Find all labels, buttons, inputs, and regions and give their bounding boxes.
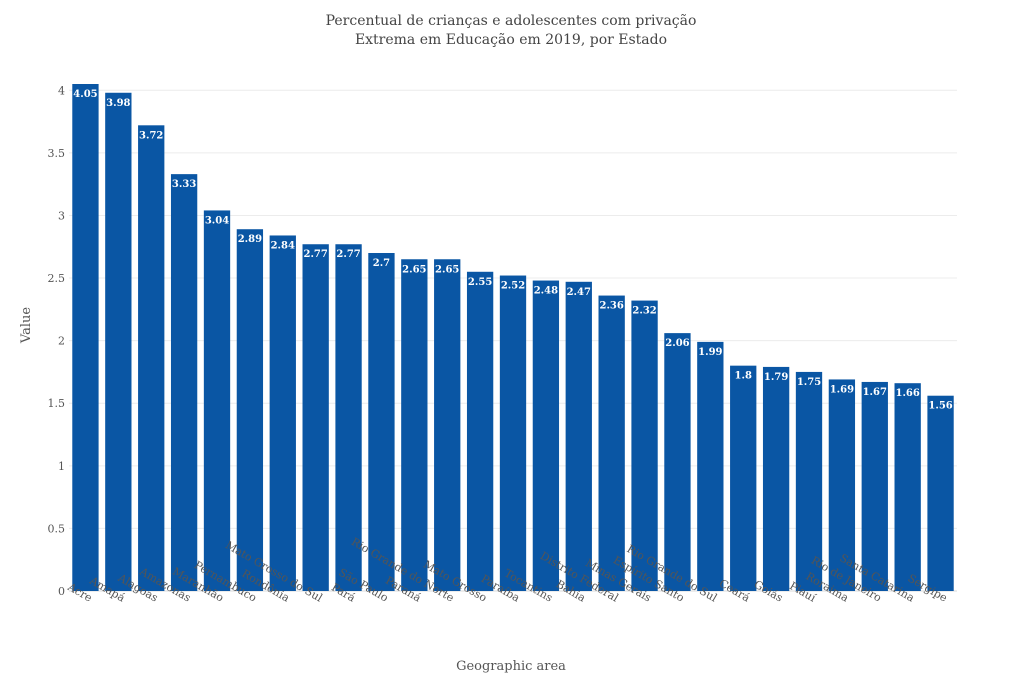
bar-value-label: 2.77 (303, 249, 327, 260)
bar-value-label: 3.04 (205, 215, 229, 226)
bar-value-label: 2.06 (665, 338, 689, 349)
y-tick-labels: 0 0.5 1 1.5 2 2.5 3 3.5 4 (48, 84, 66, 598)
bar (269, 235, 296, 592)
bar (302, 244, 329, 591)
y-tick-label: 3 (58, 209, 65, 222)
bar (730, 365, 757, 591)
bar-value-label: 1.67 (863, 387, 887, 398)
chart-title-line-2: Extrema em Educação em 2019, por Estado (355, 32, 667, 48)
bar (861, 381, 888, 591)
bar (335, 244, 362, 591)
x-axis-title: Geographic area (456, 659, 566, 674)
bar (434, 259, 461, 591)
bar-value-label: 1.99 (698, 347, 722, 358)
bar (368, 253, 395, 591)
bar-value-label: 3.98 (106, 98, 130, 109)
y-tick-label: 0.5 (48, 522, 66, 535)
bar (795, 371, 823, 591)
bars: 4.05 3.98 3.72 3.33 3.04 2.89 2.84 2.77 2.77 2.7 2… (72, 84, 954, 592)
chart-title-line-1: Percentual de crianças e adolescentes co… (326, 13, 697, 29)
y-tick-label: 2.5 (48, 272, 66, 285)
bar-value-label: 1.75 (797, 377, 821, 388)
bar-value-label: 2.48 (534, 286, 558, 297)
bar-value-label: 2.52 (501, 281, 525, 292)
bar-value-label: 2.65 (435, 264, 459, 275)
bar (401, 259, 428, 591)
bar (927, 395, 954, 591)
y-tick-label: 4 (58, 84, 65, 97)
y-tick-label: 3.5 (48, 147, 66, 160)
bar (466, 271, 494, 591)
bar (499, 275, 527, 591)
bar (105, 92, 132, 591)
bar-value-label: 3.33 (172, 179, 196, 190)
bar (894, 383, 921, 591)
bar-value-label: 2.65 (402, 264, 426, 275)
y-tick-label: 1 (58, 460, 65, 473)
bar (203, 210, 231, 591)
bar-value-label: 2.84 (271, 240, 295, 251)
bar (664, 333, 691, 591)
bar-value-label: 2.7 (373, 258, 390, 269)
bar-value-label: 2.32 (632, 306, 656, 317)
bar (762, 366, 790, 591)
bar-value-label: 1.79 (764, 372, 788, 383)
bar (598, 295, 625, 591)
bar (170, 174, 198, 591)
bar (631, 300, 658, 591)
bar-value-label: 1.8 (735, 371, 752, 382)
bar (236, 229, 264, 591)
bar-value-label: 2.77 (336, 249, 360, 260)
bar (565, 281, 592, 591)
bar (828, 379, 856, 591)
bar (72, 84, 99, 591)
bar-value-label: 4.05 (73, 89, 97, 100)
bar-value-label: 1.69 (830, 384, 854, 395)
bar (138, 125, 165, 592)
bar-value-label: 2.89 (238, 234, 262, 245)
y-tick-label: 0 (58, 585, 65, 598)
bar (697, 341, 724, 591)
bar-value-label: 2.55 (468, 277, 492, 288)
bar-value-label: 1.66 (895, 388, 919, 399)
y-axis-title: Value (19, 307, 34, 344)
y-tick-label: 1.5 (48, 397, 66, 410)
y-tick-label: 2 (58, 335, 65, 348)
bar-value-label: 1.56 (928, 401, 952, 412)
bar-value-label: 2.47 (567, 287, 591, 298)
bar-value-label: 3.72 (139, 130, 163, 141)
bar (532, 280, 560, 591)
bar-value-label: 2.36 (599, 301, 623, 312)
